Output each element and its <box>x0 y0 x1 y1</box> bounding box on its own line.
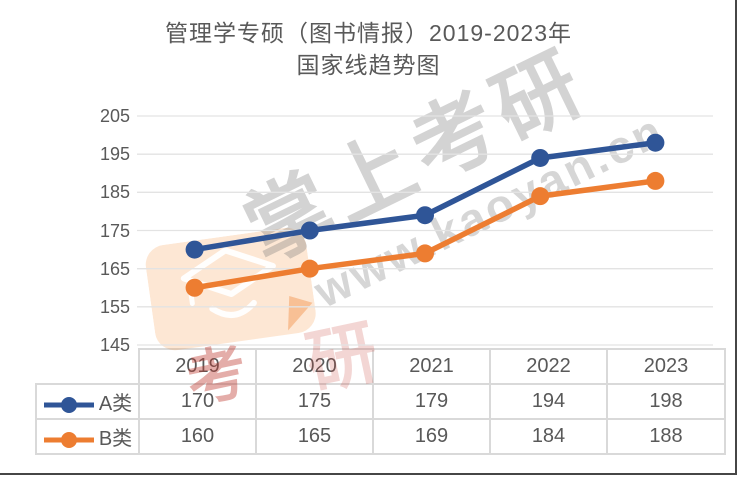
value-cell-B类-2019: 160 <box>138 418 257 455</box>
data-point-A类-2020 <box>300 221 319 240</box>
data-point-B类-2021 <box>416 244 434 263</box>
line-chart-plot-area <box>137 115 713 346</box>
y-axis-tick-label: 165 <box>99 258 130 279</box>
value-cell-A类-2019: 170 <box>138 383 257 420</box>
y-axis-tick-label: 155 <box>99 296 130 317</box>
year-header-cell: 2022 <box>489 348 608 385</box>
y-axis-tick-label: 195 <box>99 144 130 165</box>
data-table: 2019 2020 2021 2022 2023 A类 170 175 179 194 198 B类 1… <box>35 348 726 455</box>
table-row: A类 170 175 179 194 198 <box>35 383 726 420</box>
legend-marker-A类 <box>43 397 94 413</box>
value-cell-A类-2023: 198 <box>606 383 726 420</box>
legend-marker-B类 <box>43 432 94 448</box>
chart-title: 管理学专硕（图书情报）2019-2023年 国家线趋势图 <box>0 17 737 81</box>
chart-title-line2: 国家线趋势图 <box>296 52 441 78</box>
y-axis-tick-label: 185 <box>99 182 130 203</box>
series-line-B类 <box>191 178 659 291</box>
value-cell-A类-2021: 179 <box>372 383 491 420</box>
value-cell-B类-2021: 169 <box>372 418 491 455</box>
value-cell-A类-2022: 194 <box>489 383 608 420</box>
year-header-cell: 2023 <box>606 348 726 385</box>
data-point-B类-2023 <box>646 171 665 190</box>
data-point-A类-2019 <box>185 240 204 259</box>
table-header-row: 2019 2020 2021 2022 2023 <box>36 348 726 385</box>
value-cell-B类-2020: 165 <box>255 418 374 455</box>
data-point-B类-2020 <box>300 259 319 278</box>
y-axis-tick-label: 205 <box>99 106 130 126</box>
chart-title-line1: 管理学专硕（图书情报）2019-2023年 <box>165 20 572 46</box>
data-point-A类-2023 <box>646 133 665 152</box>
data-point-B类-2019 <box>185 278 204 297</box>
value-cell-A类-2020: 175 <box>255 383 374 420</box>
year-header-cell: 2020 <box>255 348 374 385</box>
y-axis-tick-label: 175 <box>99 220 130 241</box>
series-line-A类 <box>191 139 659 253</box>
legend-cell: B类 <box>35 418 140 455</box>
y-axis-tick-label: 145 <box>99 335 130 355</box>
year-header-cell: 2019 <box>138 348 257 385</box>
legend-label: A类 <box>98 393 133 415</box>
year-header-cell: 2021 <box>372 348 491 385</box>
value-cell-B类-2023: 188 <box>606 418 726 455</box>
table-row: B类 160 165 169 184 188 <box>35 418 726 455</box>
data-point-A类-2022 <box>531 148 550 167</box>
data-point-B类-2022 <box>531 187 550 206</box>
value-cell-B类-2022: 184 <box>489 418 608 455</box>
legend-label: B类 <box>98 428 133 450</box>
data-point-A类-2021 <box>416 206 434 225</box>
legend-cell: A类 <box>35 383 140 420</box>
